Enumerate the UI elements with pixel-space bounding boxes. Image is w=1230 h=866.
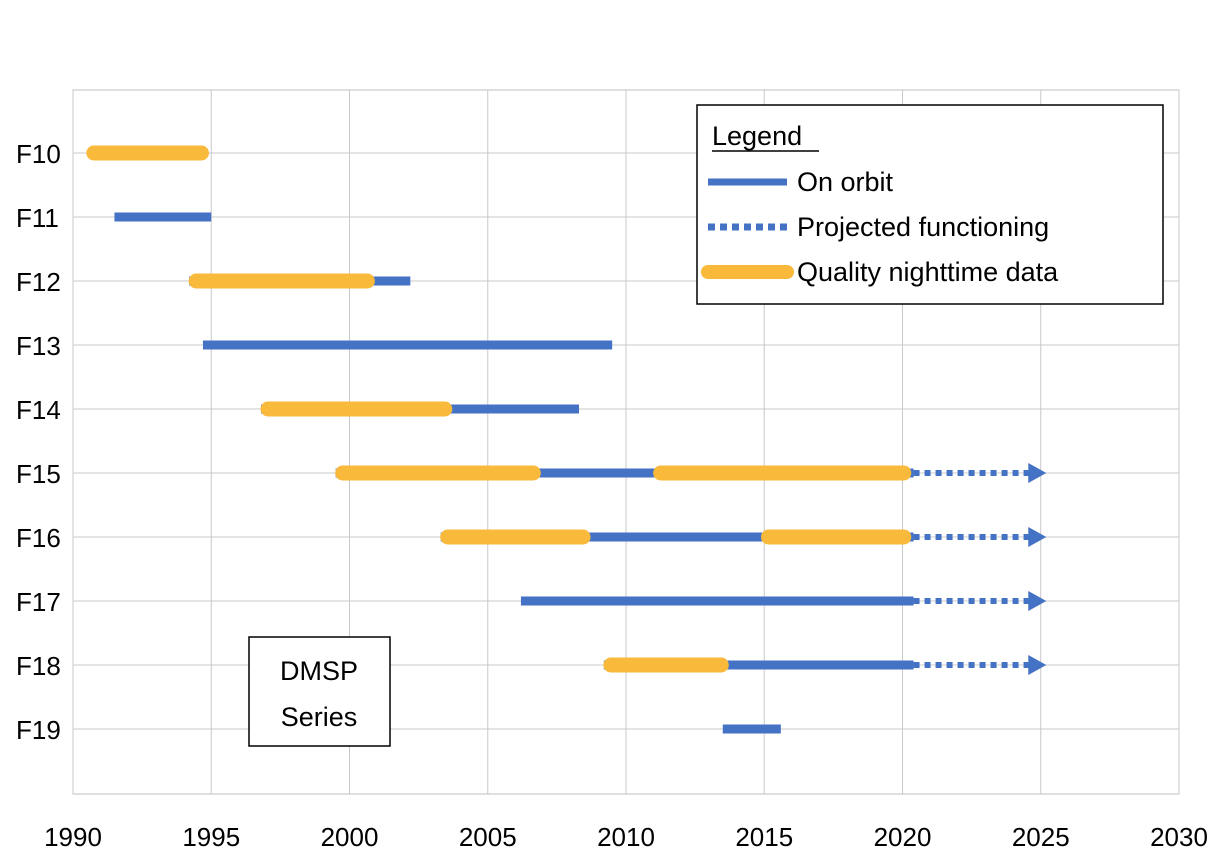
- y-tick-label: F15: [16, 459, 61, 489]
- x-tick-label: 2000: [321, 822, 379, 852]
- y-tick-label: F12: [16, 267, 61, 297]
- satellite-bars: [86, 145, 1047, 734]
- y-tick-label: F13: [16, 331, 61, 361]
- x-tick-label: 2005: [459, 822, 517, 852]
- x-tick-labels: 1990 1995 2000 2005 2010 2015 2020 2025 2030: [44, 822, 1208, 852]
- y-tick-label: F14: [16, 395, 61, 425]
- projected-arrowhead: [1028, 591, 1047, 611]
- y-tick-label: F11: [16, 203, 59, 233]
- x-tick-label: 1995: [182, 822, 240, 852]
- y-tick-label: F10: [16, 139, 61, 169]
- x-tick-label: 1990: [44, 822, 102, 852]
- x-tick-label: 2025: [1012, 822, 1070, 852]
- y-tick-labels: F10 F11 F12 F13 F14 F15 F16 F17 F18 F19: [16, 139, 61, 745]
- annotation-line-1: DMSP: [280, 656, 358, 686]
- projected-arrowhead: [1028, 463, 1047, 483]
- projected-arrowhead: [1028, 527, 1047, 547]
- annotation-box: [248, 636, 391, 747]
- y-tick-label: F19: [16, 715, 61, 745]
- y-tick-label: F16: [16, 523, 61, 553]
- series-annotation: DMSP Series: [248, 636, 391, 747]
- legend-title: Legend: [712, 121, 802, 151]
- y-tick-label: F17: [16, 587, 61, 617]
- legend: Legend On orbit Projected functioning Qu…: [696, 104, 1164, 305]
- x-tick-label: 2020: [874, 822, 932, 852]
- x-tick-label: 2015: [735, 822, 793, 852]
- legend-label-projected: Projected functioning: [797, 212, 1049, 242]
- y-tick-label: F18: [16, 651, 61, 681]
- x-tick-label: 2030: [1150, 822, 1208, 852]
- projected-arrowhead: [1028, 655, 1047, 675]
- x-tick-label: 2010: [597, 822, 655, 852]
- legend-label-on-orbit: On orbit: [797, 167, 894, 197]
- legend-label-quality: Quality nighttime data: [797, 257, 1059, 287]
- annotation-line-2: Series: [281, 702, 358, 732]
